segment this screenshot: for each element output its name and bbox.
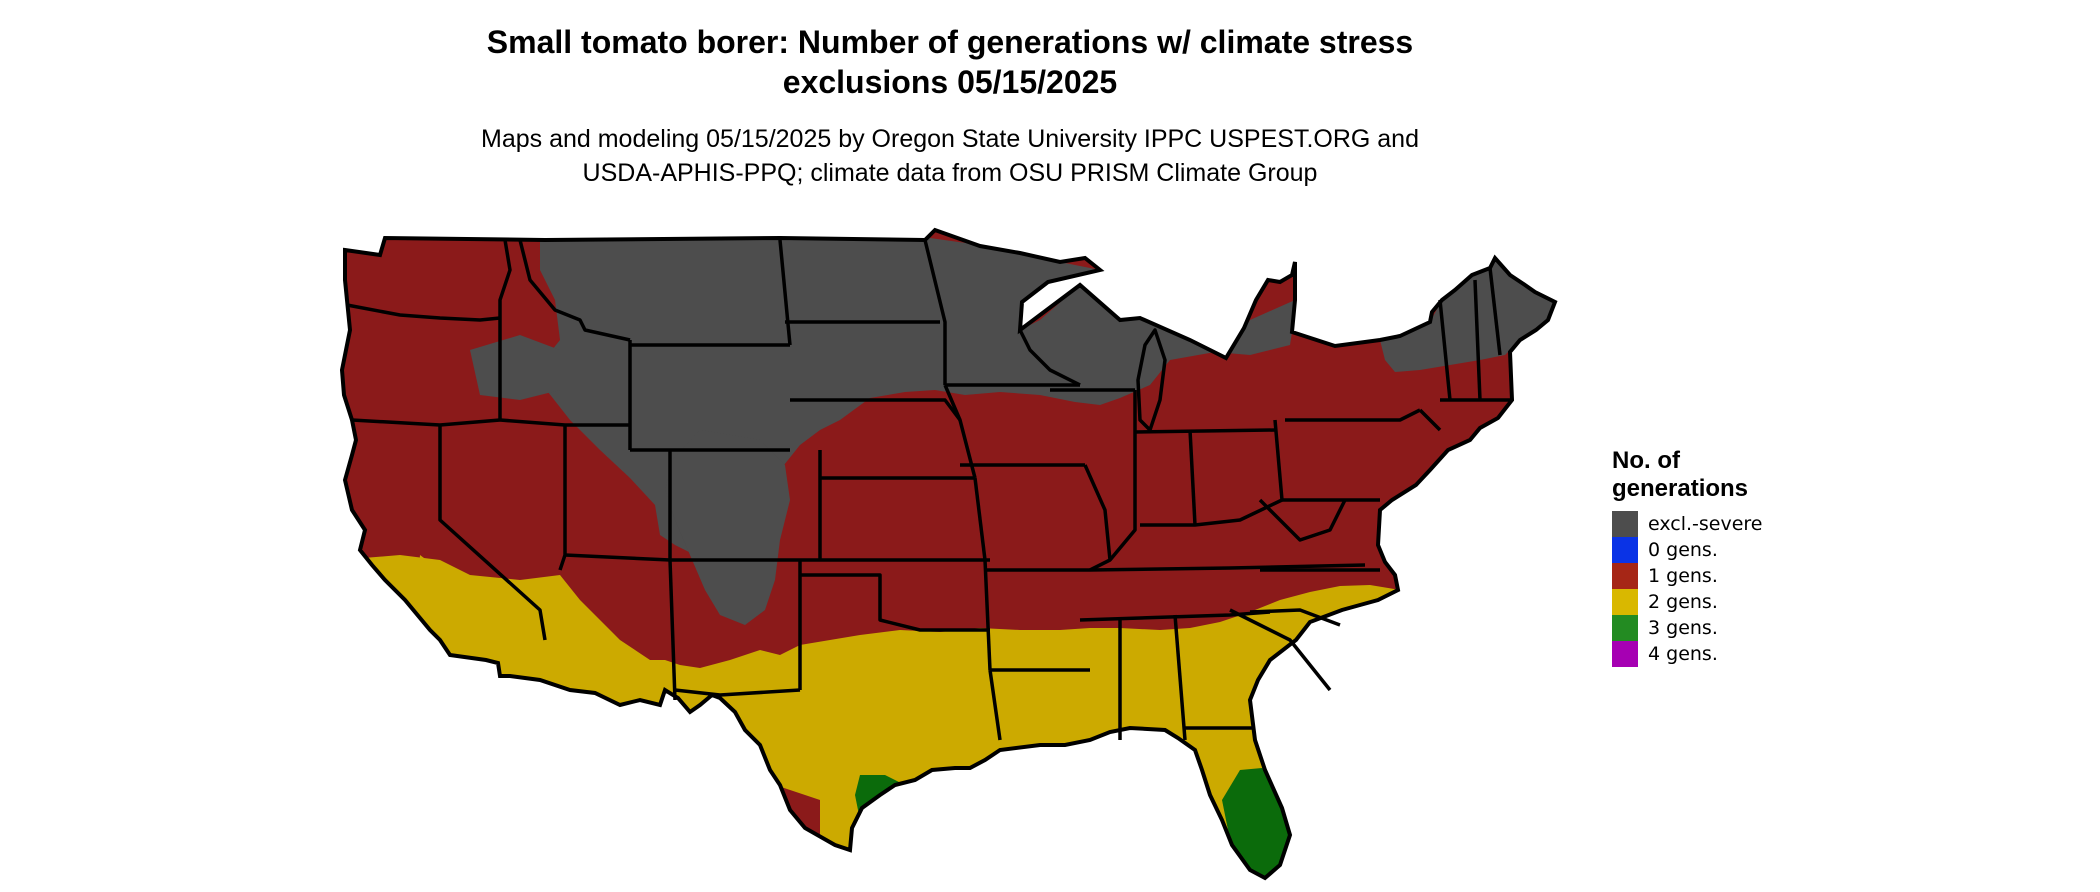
- legend-swatch: [1612, 589, 1638, 615]
- border-ne-ia: [943, 384, 977, 479]
- border-oh-pa: [1273, 419, 1284, 501]
- legend-swatch: [1612, 615, 1638, 641]
- border-il-in: [1108, 390, 1137, 562]
- legend-title-line-1: No. of: [1612, 447, 1680, 474]
- legend-label: excl.-severe: [1648, 513, 1763, 535]
- zone-excluded-rockies: [665, 430, 790, 625]
- zone-two-generations-california: [418, 555, 455, 610]
- legend-item: 1 gens.: [1612, 563, 1763, 589]
- legend-item: 2 gens.: [1612, 589, 1763, 615]
- legend-title: No. of generations: [1612, 447, 1763, 503]
- legend-swatch: [1612, 511, 1638, 537]
- legend-item: 0 gens.: [1612, 537, 1763, 563]
- map-title-line-1: Small tomato borer: Number of generation…: [486, 24, 1414, 60]
- border-ky-tn: [1089, 563, 1366, 572]
- zone-excluded-basin: [470, 335, 560, 400]
- border-nd-mn: [923, 239, 947, 385]
- legend-items: excl.-severe 0 gens. 1 gens. 2 gens. 3 gens.…: [1612, 511, 1763, 667]
- legend-label: 2 gens.: [1648, 591, 1718, 613]
- border-sd-ne: [790, 398, 962, 422]
- lake-michigan-outline: [1136, 328, 1167, 432]
- legend: No. of generations excl.-severe 0 gens. 1 …: [1612, 447, 1763, 667]
- border-az-nm: [668, 559, 677, 701]
- map-title-line-2: exclusions 05/15/2025: [782, 64, 1118, 100]
- generation-zones: [342, 238, 1555, 878]
- border-ny-vt-nh: [1438, 299, 1452, 401]
- legend-label: 3 gens.: [1648, 617, 1718, 639]
- border-wv-va: [1258, 498, 1347, 542]
- border-mo-il: [1083, 464, 1112, 572]
- legend-swatch: [1612, 537, 1638, 563]
- border-mo-west: [973, 477, 987, 561]
- border-ga-sc: [1229, 608, 1332, 692]
- zone-excluded-northeast: [1380, 258, 1555, 372]
- border-in-oh: [1188, 429, 1197, 526]
- border-al-ga: [1173, 614, 1187, 741]
- border-id-wy-ut: [499, 418, 630, 427]
- border-vt-nh: [1473, 279, 1482, 401]
- border-id-west: [498, 239, 512, 420]
- border-nc-sc: [1249, 608, 1341, 627]
- border-mn-wi: [1018, 329, 1081, 387]
- border-mt-id: [518, 239, 631, 342]
- border-mt-nd: [778, 239, 792, 346]
- border-ca-nv: [438, 425, 547, 641]
- border-oh-ky: [1140, 498, 1283, 527]
- legend-item: excl.-severe: [1612, 511, 1763, 537]
- map-title: Small tomato borer: Number of generation…: [0, 22, 1900, 102]
- border-tx-la: [988, 669, 1002, 741]
- border-pa-ny: [1285, 408, 1421, 422]
- legend-label: 0 gens.: [1648, 539, 1718, 561]
- legend-title-line-2: generations: [1612, 475, 1749, 502]
- legend-item: 3 gens.: [1612, 615, 1763, 641]
- border-ok-tx: [800, 573, 990, 632]
- map-subtitle: Maps and modeling 05/15/2025 by Oregon S…: [0, 122, 1900, 190]
- border-ok-ar: [983, 559, 992, 671]
- legend-swatch: [1612, 563, 1638, 589]
- border-mi-in-oh: [1134, 428, 1276, 434]
- legend-label: 4 gens.: [1648, 643, 1718, 665]
- border-nm-south: [674, 688, 801, 697]
- border-ny-east: [1418, 408, 1442, 432]
- legend-item: 4 gens.: [1612, 641, 1763, 667]
- legend-swatch: [1612, 641, 1638, 667]
- border-wa-or: [346, 303, 501, 322]
- legend-label: 1 gens.: [1648, 565, 1718, 587]
- border-nh-me: [1488, 267, 1502, 356]
- state-borders: [346, 239, 1510, 741]
- map-subtitle-line-2: USDA-APHIS-PPQ; climate data from OSU PR…: [582, 159, 1318, 187]
- map-subtitle-line-1: Maps and modeling 05/15/2025 by Oregon S…: [481, 125, 1419, 153]
